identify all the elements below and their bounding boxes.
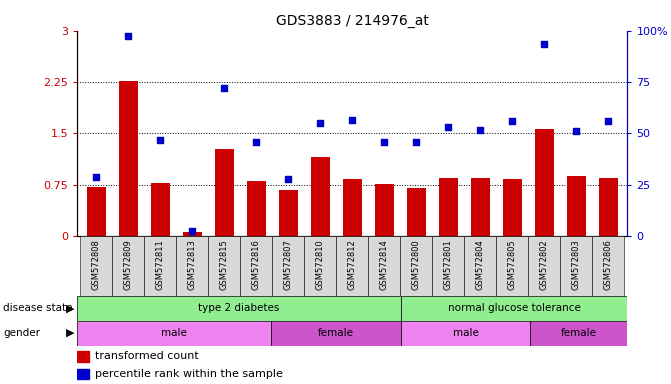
Bar bbox=[530, 321, 627, 346]
Text: GSM572803: GSM572803 bbox=[572, 239, 580, 290]
Title: GDS3883 / 214976_at: GDS3883 / 214976_at bbox=[276, 14, 429, 28]
Bar bbox=[144, 236, 176, 296]
Point bbox=[91, 174, 102, 180]
Bar bbox=[87, 187, 106, 236]
Text: GSM572812: GSM572812 bbox=[348, 239, 357, 290]
Bar bbox=[215, 149, 234, 236]
Point bbox=[187, 228, 198, 235]
Bar bbox=[535, 129, 554, 236]
Bar bbox=[503, 179, 522, 236]
Text: transformed count: transformed count bbox=[95, 351, 199, 361]
Point bbox=[283, 176, 294, 182]
Bar bbox=[247, 181, 266, 236]
Bar bbox=[112, 236, 144, 296]
Text: GSM572811: GSM572811 bbox=[156, 239, 165, 290]
Bar bbox=[77, 296, 401, 321]
Bar bbox=[311, 157, 330, 236]
Text: GSM572813: GSM572813 bbox=[188, 239, 197, 290]
Bar bbox=[151, 183, 170, 236]
Text: GSM572808: GSM572808 bbox=[92, 239, 101, 290]
Point bbox=[347, 117, 358, 123]
Bar bbox=[470, 178, 490, 236]
Text: GSM572802: GSM572802 bbox=[539, 239, 549, 290]
Point bbox=[123, 32, 134, 38]
Text: female: female bbox=[561, 328, 597, 338]
Bar bbox=[592, 236, 624, 296]
Text: GSM572814: GSM572814 bbox=[380, 239, 389, 290]
Text: gender: gender bbox=[3, 328, 40, 338]
Bar bbox=[368, 236, 401, 296]
Text: female: female bbox=[318, 328, 354, 338]
Text: GSM572804: GSM572804 bbox=[476, 239, 484, 290]
Text: male: male bbox=[161, 328, 187, 338]
Bar bbox=[304, 236, 336, 296]
Point bbox=[315, 120, 325, 126]
Bar bbox=[401, 236, 432, 296]
Point bbox=[539, 41, 550, 48]
Point bbox=[507, 118, 517, 124]
Text: normal glucose tolerance: normal glucose tolerance bbox=[448, 303, 580, 313]
Text: disease state: disease state bbox=[3, 303, 73, 313]
Bar bbox=[81, 236, 112, 296]
Point bbox=[251, 139, 262, 146]
Text: GSM572816: GSM572816 bbox=[252, 239, 261, 290]
Point bbox=[219, 84, 229, 91]
Bar bbox=[497, 236, 528, 296]
Bar bbox=[407, 188, 426, 236]
Text: GSM572801: GSM572801 bbox=[444, 239, 453, 290]
Point bbox=[603, 118, 613, 124]
Text: ▶: ▶ bbox=[66, 328, 74, 338]
Text: type 2 diabetes: type 2 diabetes bbox=[199, 303, 280, 313]
Bar bbox=[401, 296, 627, 321]
Point bbox=[411, 139, 421, 145]
Point bbox=[475, 127, 486, 133]
Bar bbox=[439, 178, 458, 236]
Bar bbox=[77, 351, 89, 362]
Text: GSM572815: GSM572815 bbox=[220, 239, 229, 290]
Bar bbox=[401, 321, 530, 346]
Bar bbox=[464, 236, 497, 296]
Text: GSM572810: GSM572810 bbox=[316, 239, 325, 290]
Text: male: male bbox=[453, 328, 478, 338]
Bar bbox=[271, 321, 401, 346]
Bar bbox=[183, 232, 202, 236]
Bar bbox=[343, 179, 362, 236]
Text: GSM572809: GSM572809 bbox=[124, 239, 133, 290]
Point bbox=[379, 139, 390, 145]
Bar bbox=[77, 369, 89, 379]
Text: GSM572800: GSM572800 bbox=[412, 239, 421, 290]
Bar bbox=[599, 178, 618, 236]
Bar bbox=[240, 236, 272, 296]
Point bbox=[443, 124, 454, 130]
Text: GSM572805: GSM572805 bbox=[508, 239, 517, 290]
Bar bbox=[77, 321, 271, 346]
Point bbox=[571, 128, 582, 134]
Bar bbox=[278, 190, 298, 236]
Bar bbox=[566, 176, 586, 236]
Text: ▶: ▶ bbox=[66, 303, 74, 313]
Bar bbox=[336, 236, 368, 296]
Bar bbox=[374, 184, 394, 236]
Bar bbox=[208, 236, 240, 296]
Bar bbox=[528, 236, 560, 296]
Bar bbox=[119, 81, 138, 236]
Point bbox=[155, 137, 166, 143]
Bar bbox=[560, 236, 592, 296]
Text: GSM572807: GSM572807 bbox=[284, 239, 293, 290]
Bar bbox=[432, 236, 464, 296]
Text: percentile rank within the sample: percentile rank within the sample bbox=[95, 369, 282, 379]
Bar bbox=[176, 236, 208, 296]
Text: GSM572806: GSM572806 bbox=[604, 239, 613, 290]
Bar bbox=[272, 236, 304, 296]
